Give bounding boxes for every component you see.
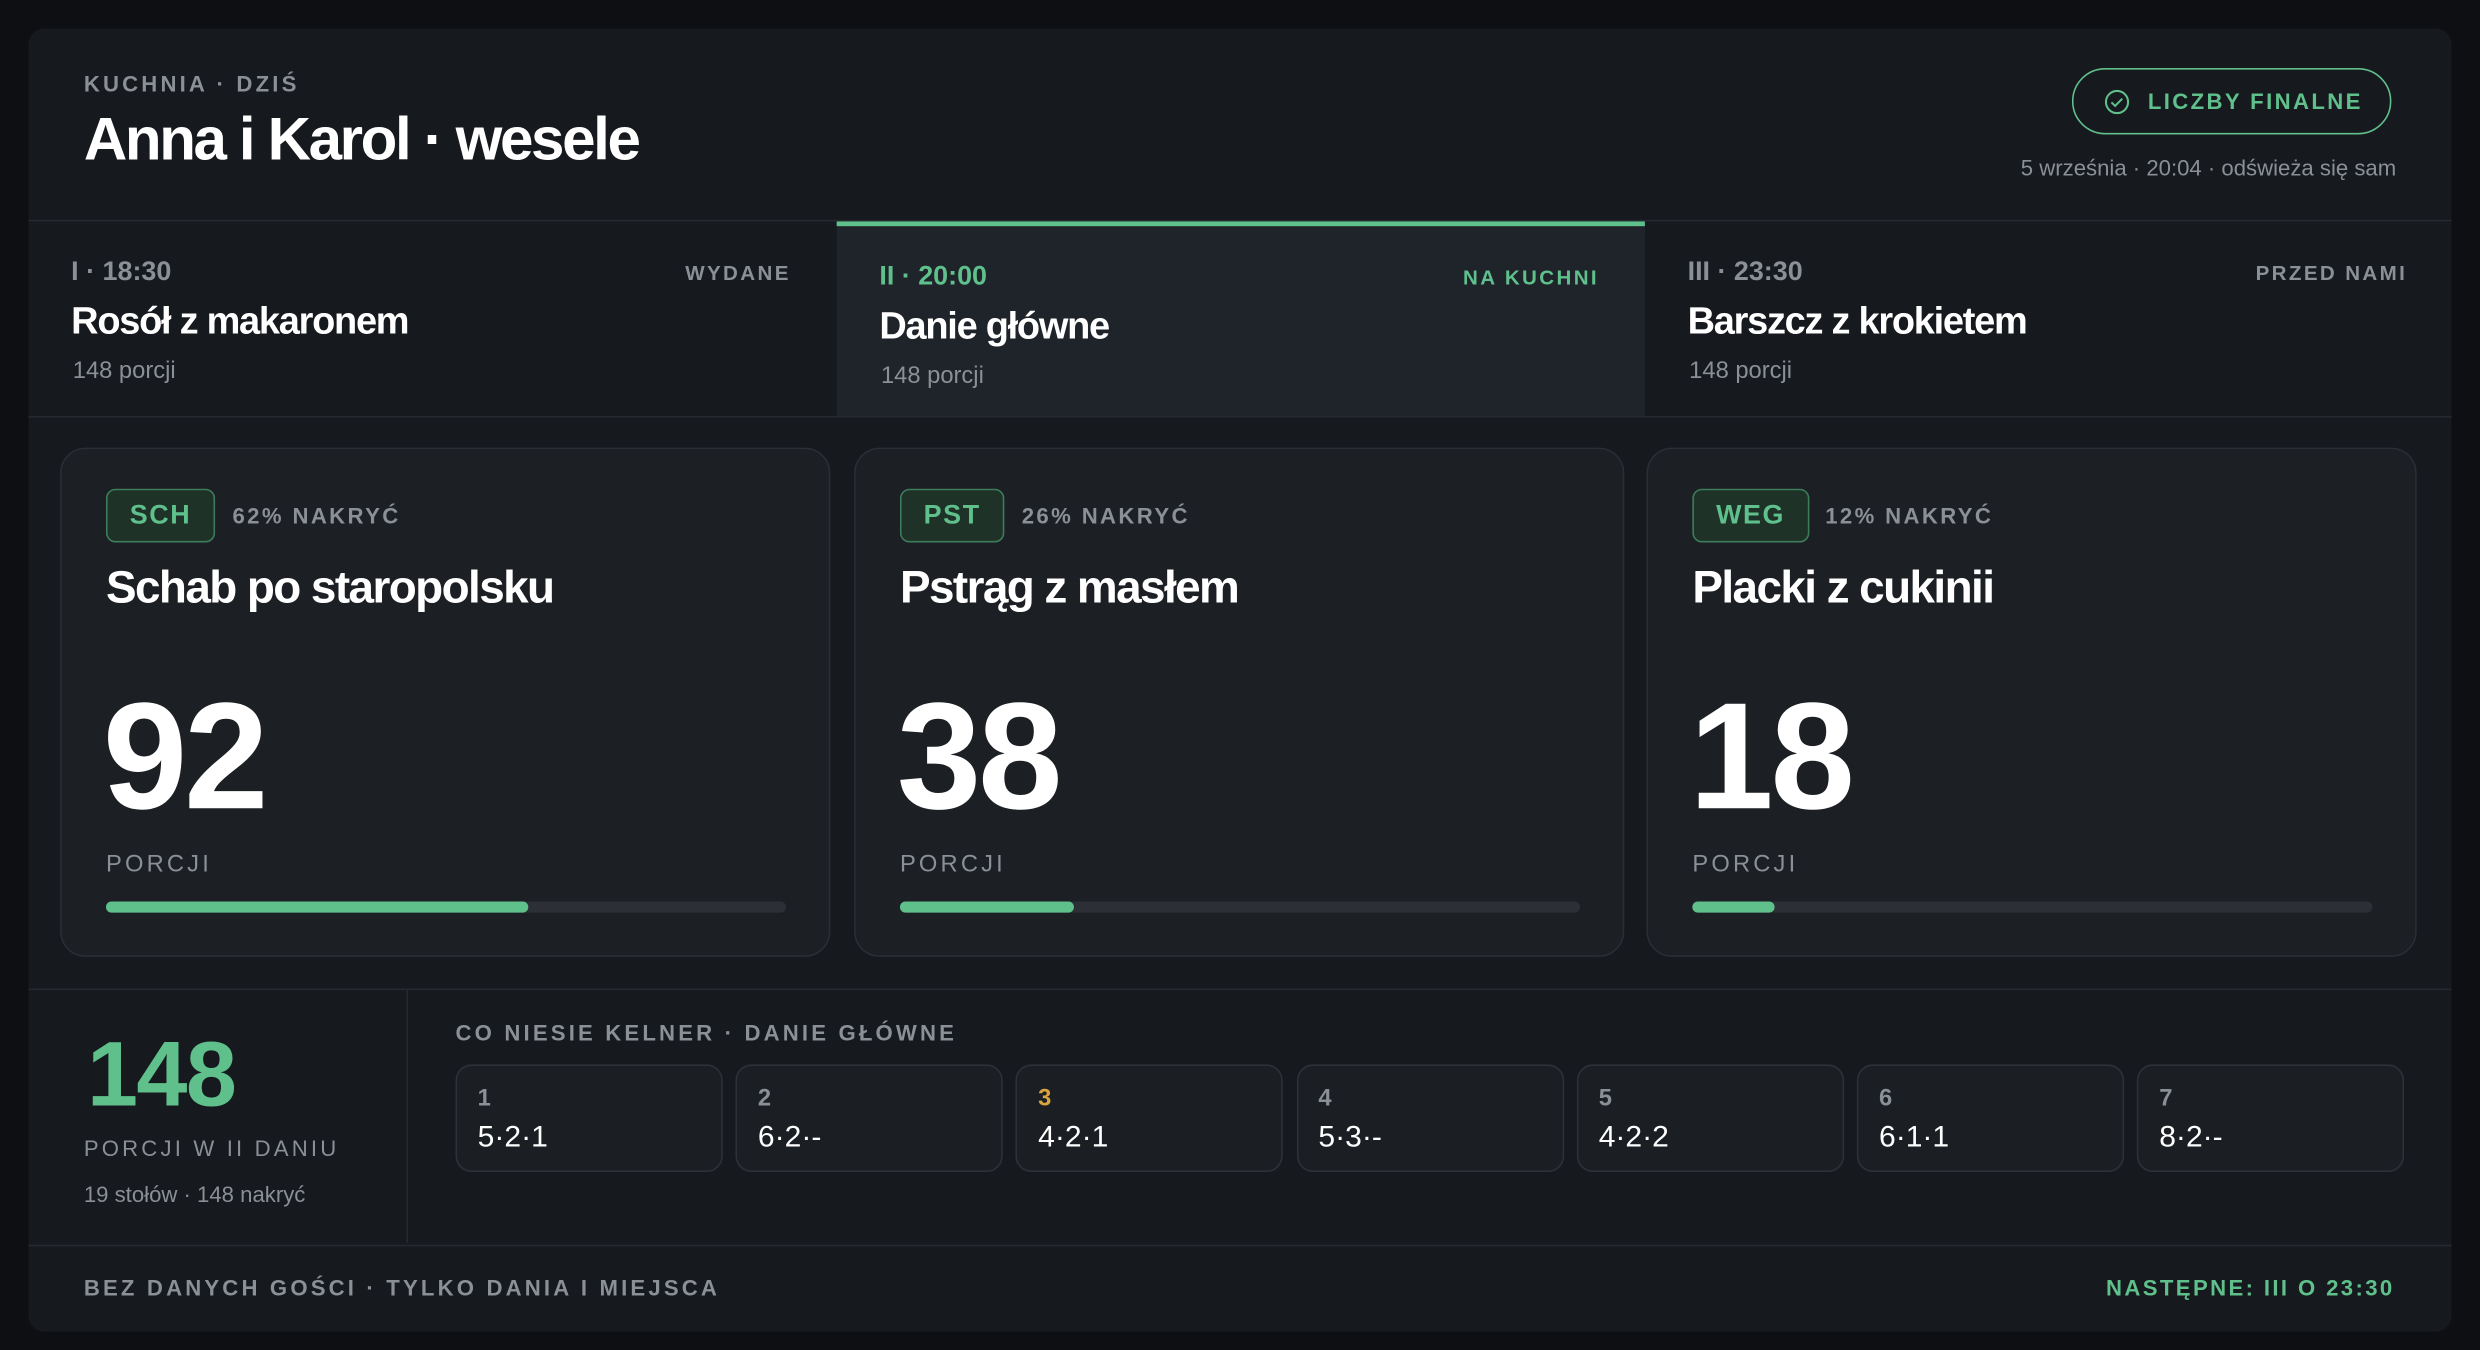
table-number: 3	[1038, 1084, 1052, 1112]
dish-name: Schab po staropolsku	[105, 563, 555, 614]
table-tile: 6 6·1·1	[1856, 1064, 2125, 1172]
course-time: III · 23:30	[1687, 256, 1803, 287]
course: II · 20:00 NA KUCHNI Danie główne 148 porcj…	[836, 221, 1645, 416]
table-number: 4	[1318, 1084, 1332, 1112]
check-icon	[2104, 89, 2130, 115]
final-badge[interactable]: LICZBY FINALNE	[2071, 68, 2392, 135]
panel: KUCHNIA · DZIŚ Anna i Karol · wesele LIC…	[28, 28, 2452, 1332]
course-status: WYDANE	[685, 260, 791, 285]
badge-text: LICZBY FINALNE	[2147, 88, 2363, 114]
total-portions: 148	[86, 1023, 237, 1127]
course-portions: 148 porcji	[1689, 357, 1793, 385]
updated: 5 września · 20:04 · odświeża się sam	[2020, 154, 2397, 181]
dish-share: 62% NAKRYĆ	[232, 502, 401, 529]
progress-bar	[105, 901, 529, 913]
tables-title: CO NIESIE KELNER · DANIE GŁÓWNE	[455, 1020, 958, 1046]
dish-card: PST 26% NAKRYĆ Pstrąg z masłem 38 PORCJI	[854, 447, 1625, 957]
table-split: 6·2·-	[757, 1121, 822, 1155]
course: I · 18:30 WYDANE Rosół z makaronem 148 porc…	[28, 221, 836, 416]
progress-track	[105, 901, 787, 913]
course-portions: 148 porcji	[72, 357, 176, 385]
dish-portions: 92	[102, 672, 269, 842]
dish-portions: 38	[896, 672, 1063, 842]
total-label: PORCJI W II DANIU	[83, 1135, 340, 1161]
course-status: NA KUCHNI	[1463, 265, 1600, 290]
divider	[28, 415, 2452, 418]
dish-share: 26% NAKRYĆ	[1021, 502, 1190, 529]
course-name: Danie główne	[879, 305, 1110, 348]
table-split: 4·2·1	[1038, 1121, 1109, 1155]
dish-unit: PORCJI	[1692, 850, 1799, 878]
divider	[28, 988, 2452, 991]
course-time: I · 18:30	[71, 256, 172, 287]
course-portions: 148 porcji	[880, 362, 984, 390]
table-number: 1	[477, 1084, 491, 1112]
divider	[406, 990, 409, 1244]
dish-card: WEG 12% NAKRYĆ Placki z cukinii 18 PORCJI	[1646, 447, 2417, 957]
table-number: 2	[757, 1084, 772, 1112]
dish-share: 12% NAKRYĆ	[1825, 502, 1994, 529]
divider	[28, 1244, 2452, 1247]
table-tile: 4 5·3·-	[1296, 1064, 1564, 1172]
table-split: 5·3·-	[1318, 1121, 1382, 1155]
table-number: 5	[1598, 1084, 1612, 1112]
progress-track	[1692, 901, 2373, 913]
table-tile: 1 5·2·1	[455, 1064, 723, 1172]
total-detail: 19 stołów · 148 nakryć	[83, 1181, 306, 1207]
eyebrow: KUCHNIA · DZIŚ	[83, 71, 300, 97]
dish-portions: 18	[1689, 672, 1855, 842]
table-number: 7	[2159, 1084, 2173, 1112]
title: Anna i Karol · wesele	[83, 107, 641, 174]
dish-code: WEG	[1692, 488, 1809, 543]
course-status: PRZED NAMI	[2255, 260, 2408, 285]
progress-bar	[1692, 901, 1776, 913]
dish-name: Placki z cukinii	[1692, 563, 1995, 614]
table-split: 4·2·2	[1598, 1121, 1669, 1155]
table-tile: 7 8·2·-	[2137, 1064, 2405, 1172]
dish-unit: PORCJI	[105, 850, 212, 878]
table-tile: 3 4·2·1	[1016, 1064, 1284, 1172]
course-name: Barszcz z krokietem	[1687, 300, 2028, 344]
progress-bar	[899, 901, 1075, 913]
table-split: 6·1·1	[1878, 1121, 1950, 1155]
course-time: II · 20:00	[879, 260, 988, 292]
table-number: 6	[1878, 1084, 1893, 1112]
progress-track	[899, 901, 1581, 913]
footer-next: NASTĘPNE: III O 23:30	[2106, 1274, 2395, 1301]
course: III · 23:30 PRZED NAMI Barszcz z krokietem…	[1645, 221, 2452, 416]
table-split: 8·2·-	[2159, 1121, 2223, 1155]
dish-card: SCH 62% NAKRYĆ Schab po staropolsku 92 PORCJ…	[60, 447, 831, 957]
dish-name: Pstrąg z masłem	[899, 563, 1240, 614]
course-name: Rosół z makaronem	[71, 300, 409, 344]
divider	[28, 219, 2452, 222]
table-tile: 5 4·2·2	[1576, 1064, 1844, 1172]
table-split: 5·2·1	[477, 1121, 548, 1155]
dish-code: PST	[899, 488, 1005, 543]
footer-note: BEZ DANYCH GOŚCI · TYLKO DANIA I MIEJSCA	[83, 1274, 721, 1301]
dish-code: SCH	[105, 488, 215, 543]
dish-unit: PORCJI	[899, 850, 1006, 878]
table-tile: 2 6·2·-	[735, 1064, 1004, 1172]
